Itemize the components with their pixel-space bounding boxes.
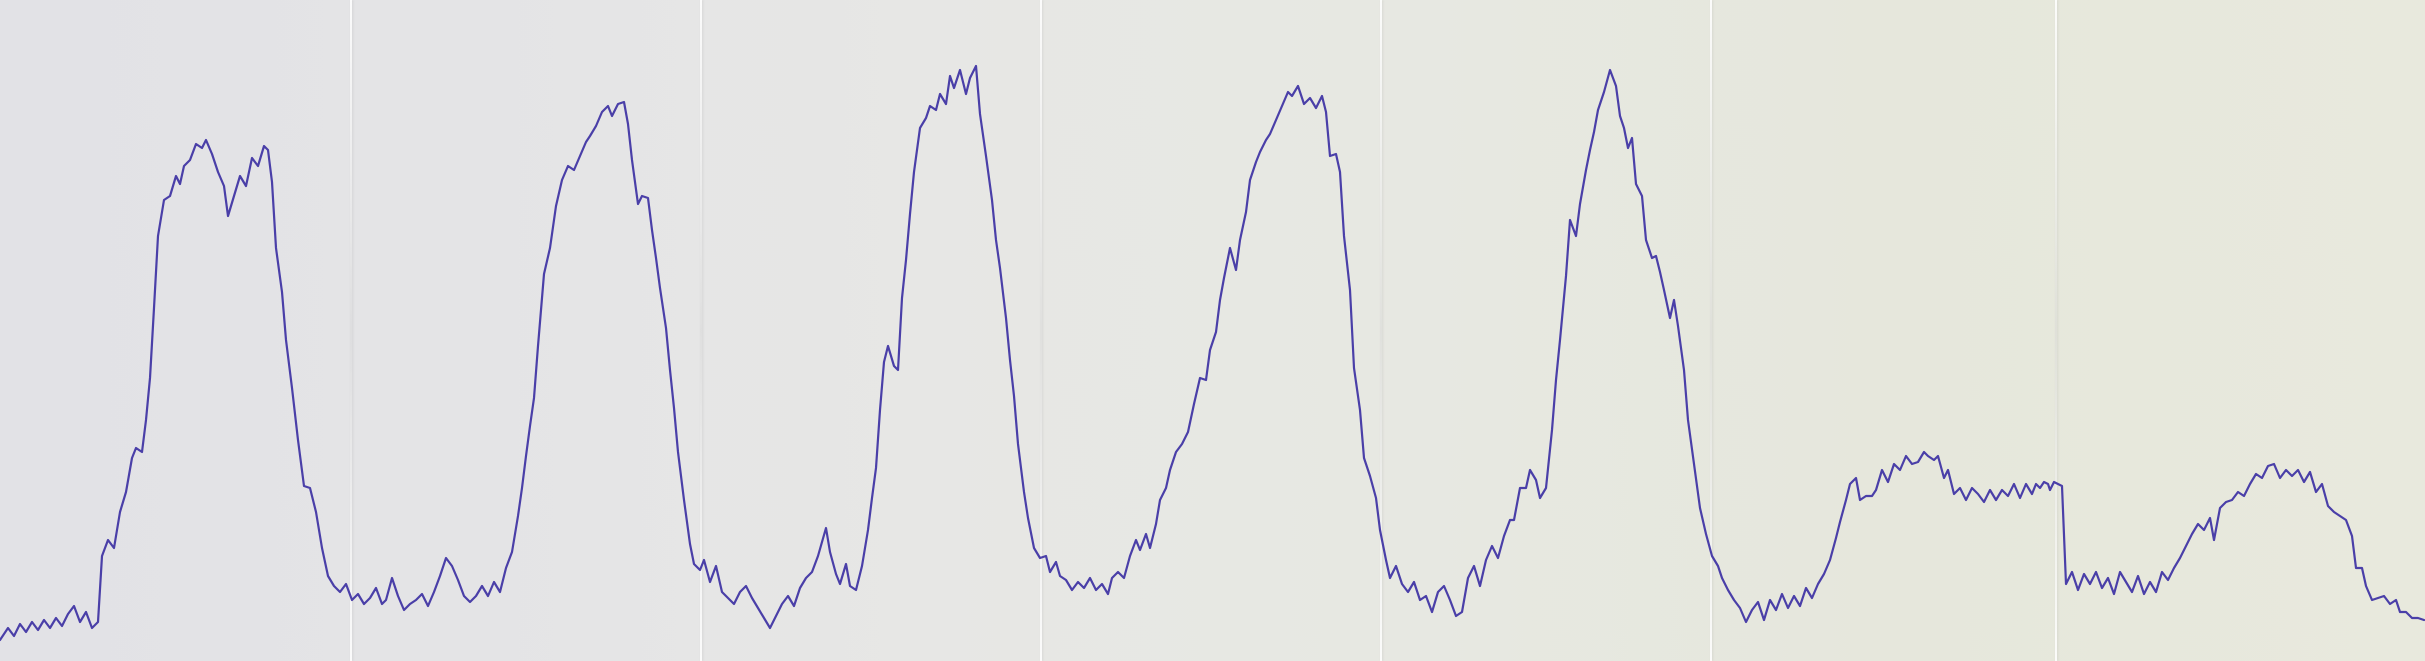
paper-fold-1 — [350, 0, 352, 661]
paper-fold-3 — [1040, 0, 1042, 661]
pen-trace-line — [0, 64, 2425, 642]
paper-fold-5 — [1710, 0, 1712, 661]
paper-fold-4 — [1380, 0, 1382, 661]
paper-fold-6 — [2055, 0, 2057, 661]
paper-fold-2 — [700, 0, 702, 661]
